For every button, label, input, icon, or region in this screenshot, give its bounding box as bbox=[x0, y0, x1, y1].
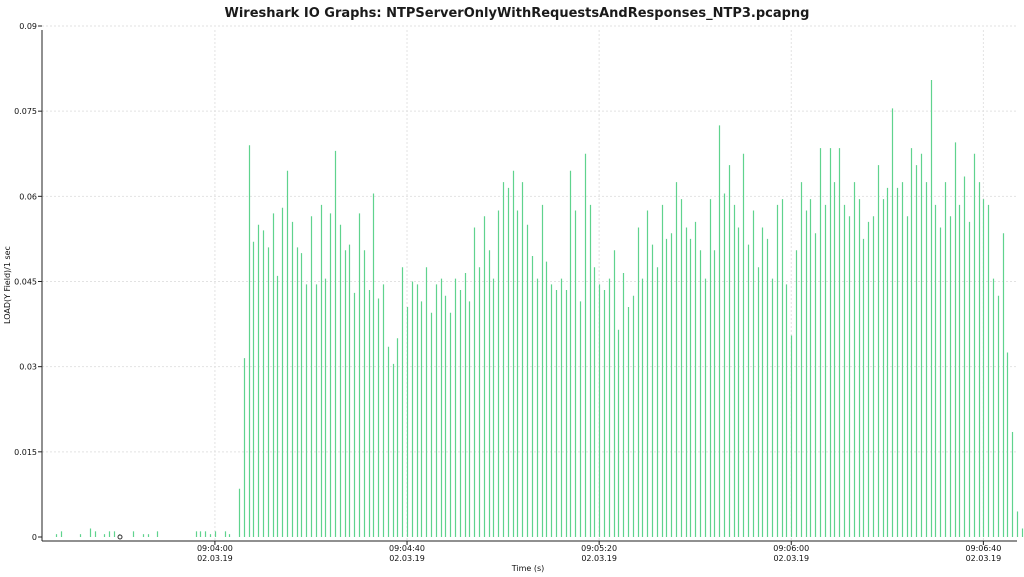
data-bars bbox=[55, 79, 1024, 537]
x-tick-date-label: 02.03.19 bbox=[389, 554, 425, 563]
x-tick-time-label: 09:04:40 bbox=[389, 544, 425, 553]
data-point-marker bbox=[117, 534, 123, 540]
x-tick-time-label: 09:04:00 bbox=[197, 544, 233, 553]
x-tick-time-label: 09:06:40 bbox=[965, 544, 1001, 553]
x-tick-date-label: 02.03.19 bbox=[581, 554, 617, 563]
x-axis-label: Time (s) bbox=[511, 564, 545, 573]
x-tick-time-label: 09:06:00 bbox=[773, 544, 809, 553]
x-tick-time-label: 09:05:20 bbox=[581, 544, 617, 553]
y-tick-label: 0 bbox=[32, 533, 37, 542]
x-axis-ticks: 09:04:0002.03.1909:04:4002.03.1909:05:20… bbox=[197, 541, 1002, 563]
y-tick-label: 0.09 bbox=[19, 22, 37, 31]
y-tick-label: 0.015 bbox=[14, 448, 37, 457]
y-axis-ticks: 0 0.015 0.03 0.045 0.06 0.075 0.09 bbox=[14, 22, 42, 542]
y-tick-label: 0.045 bbox=[14, 278, 37, 287]
x-tick-date-label: 02.03.19 bbox=[966, 554, 1002, 563]
y-tick-label: 0.03 bbox=[19, 363, 37, 372]
chart-title: Wireshark IO Graphs: NTPServerOnlyWithRe… bbox=[224, 6, 809, 21]
y-tick-label: 0.06 bbox=[19, 192, 37, 201]
y-tick-label: 0.075 bbox=[14, 107, 37, 116]
x-tick-date-label: 02.03.19 bbox=[197, 554, 233, 563]
x-tick-date-label: 02.03.19 bbox=[773, 554, 809, 563]
y-axis-label: LOAD(Y Field)/1 sec bbox=[3, 246, 12, 324]
